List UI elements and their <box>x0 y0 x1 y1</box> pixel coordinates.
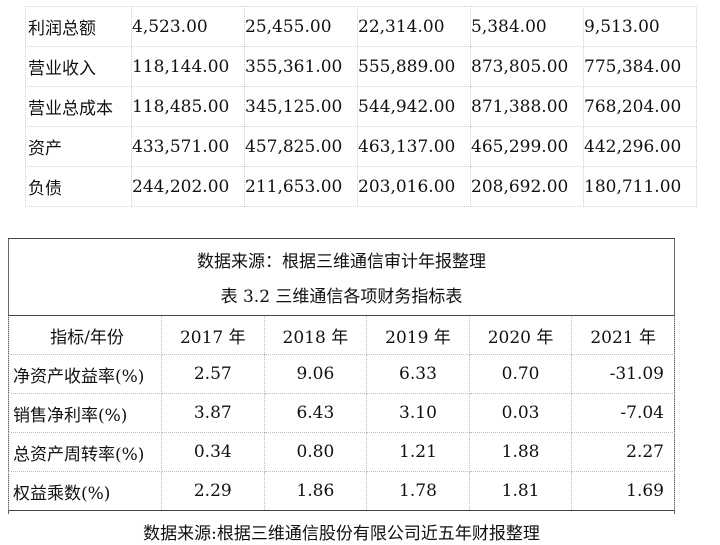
column-header: 2020 年 <box>468 315 573 355</box>
table-cell: 1.81 <box>468 471 573 511</box>
table-cell: 2.29 <box>161 471 265 511</box>
row-label: 净资产收益率(%) <box>8 354 162 394</box>
financial-data-table: 利润总额 4,523.00 25,455.00 22,314.00 5,384.… <box>25 6 697 207</box>
column-header: 2018 年 <box>263 315 368 355</box>
table-cell: 775,384.00 <box>583 46 697 87</box>
table-row: 总资产周转率(%) 0.34 0.80 1.21 1.88 2.27 <box>8 432 675 472</box>
table-cell: 203,016.00 <box>357 166 471 207</box>
table-cell: 118,144.00 <box>131 46 245 87</box>
table-cell: 0.80 <box>263 432 368 472</box>
source-note: 数据来源：根据三维通信审计年报整理 <box>8 238 675 273</box>
table-row: 利润总额 4,523.00 25,455.00 22,314.00 5,384.… <box>25 6 697 47</box>
table-cell: 345,125.00 <box>244 86 358 127</box>
table-cell: 465,299.00 <box>470 126 584 167</box>
table-row: 销售净利率(%) 3.87 6.43 3.10 0.03 -7.04 <box>8 393 675 433</box>
table-cell: 6.33 <box>366 354 470 394</box>
column-header: 2019 年 <box>366 315 470 355</box>
table-cell: 442,296.00 <box>583 126 697 167</box>
table-row: 资产 433,571.00 457,825.00 463,137.00 465,… <box>25 126 697 167</box>
table-cell: 768,204.00 <box>583 86 697 127</box>
table-cell: 1.21 <box>366 432 470 472</box>
table-cell: 0.70 <box>468 354 573 394</box>
table-cell: 871,388.00 <box>470 86 584 127</box>
table-cell: 0.34 <box>161 432 265 472</box>
table-cell: 211,653.00 <box>244 166 358 207</box>
table-cell: 0.03 <box>468 393 573 433</box>
table-caption: 表 3.2 三维通信各项财务指标表 <box>220 287 463 307</box>
table-cell: 5,384.00 <box>470 6 584 47</box>
row-label: 营业收入 <box>25 46 132 87</box>
table-row: 净资产收益率(%) 2.57 9.06 6.33 0.70 -31.09 <box>8 354 675 394</box>
table-row: 权益乘数(%) 2.29 1.86 1.78 1.81 1.69 <box>8 471 675 511</box>
table-row: 营业收入 118,144.00 355,361.00 555,889.00 87… <box>25 46 697 87</box>
table-cell: -7.04 <box>571 393 675 433</box>
table-cell: 2.27 <box>571 432 675 472</box>
table-cell: 118,485.00 <box>131 86 245 127</box>
table-cell: 3.10 <box>366 393 470 433</box>
row-label: 资产 <box>25 126 132 167</box>
financial-indicator-table: 指标/年份 2017 年 2018 年 2019 年 2020 年 2021 年… <box>8 315 675 511</box>
table-cell: 1.88 <box>468 432 573 472</box>
row-label: 总资产周转率(%) <box>8 432 162 472</box>
table-cell: 433,571.00 <box>131 126 245 167</box>
table-cell: 208,692.00 <box>470 166 584 207</box>
table-cell: 9.06 <box>263 354 368 394</box>
table-cell: 544,942.00 <box>357 86 471 127</box>
table-cell: 22,314.00 <box>357 6 471 47</box>
table-cell: 1.78 <box>366 471 470 511</box>
column-header: 指标/年份 <box>8 315 162 355</box>
table-cell: 4,523.00 <box>131 6 245 47</box>
column-header: 2017 年 <box>161 315 265 355</box>
table-row: 负债 244,202.00 211,653.00 203,016.00 208,… <box>25 166 697 207</box>
table-cell: 873,805.00 <box>470 46 584 87</box>
table-cell: 180,711.00 <box>583 166 697 207</box>
column-header: 2021 年 <box>571 315 675 355</box>
table-cell: 244,202.00 <box>131 166 245 207</box>
table-cell: 25,455.00 <box>244 6 358 47</box>
row-label: 权益乘数(%) <box>8 471 162 511</box>
table-cell: -31.09 <box>571 354 675 394</box>
row-label: 负债 <box>25 166 132 207</box>
table-cell: 6.43 <box>263 393 368 433</box>
table-row: 营业总成本 118,485.00 345,125.00 544,942.00 8… <box>25 86 697 127</box>
table-cell: 355,361.00 <box>244 46 358 87</box>
table-cell: 1.69 <box>571 471 675 511</box>
table-header-row: 指标/年份 2017 年 2018 年 2019 年 2020 年 2021 年 <box>8 315 675 355</box>
table-cell: 555,889.00 <box>357 46 471 87</box>
table-cell: 2.57 <box>161 354 265 394</box>
row-label: 营业总成本 <box>25 86 132 127</box>
table-cell: 3.87 <box>161 393 265 433</box>
table-cell: 9,513.00 <box>583 6 697 47</box>
source-note: 数据来源:根据三维通信股份有限公司近五年财报整理 <box>143 524 540 544</box>
table-cell: 1.86 <box>263 471 368 511</box>
row-label: 利润总额 <box>25 6 132 47</box>
table-cell: 463,137.00 <box>357 126 471 167</box>
row-label: 销售净利率(%) <box>8 393 162 433</box>
table-cell: 457,825.00 <box>244 126 358 167</box>
